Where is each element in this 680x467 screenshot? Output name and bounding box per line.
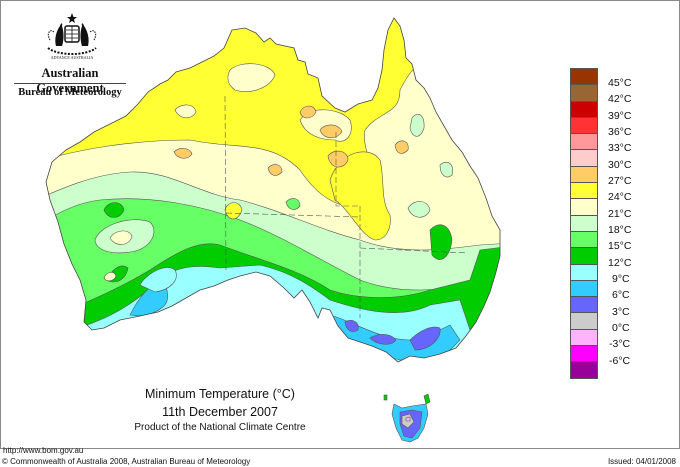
legend-label: 0°C [612, 322, 630, 334]
map-product: Product of the National Climate Centre [134, 422, 306, 433]
website-link[interactable]: http://www.bom.gov.au [3, 446, 84, 455]
legend-swatch [570, 149, 598, 166]
legend-swatch [570, 182, 598, 199]
legend-swatch [570, 345, 598, 362]
australia-temperature-map [45, 17, 501, 443]
temperature-legend [570, 68, 598, 379]
legend-label: 15°C [608, 240, 632, 252]
legend-label: 33°C [608, 142, 632, 154]
legend-swatch [570, 361, 598, 379]
legend-label: 24°C [608, 191, 632, 203]
divider [14, 83, 126, 84]
legend-swatch [570, 328, 598, 346]
map-title: Minimum Temperature (°C) [145, 387, 295, 401]
legend-label: 30°C [608, 159, 632, 171]
legend-swatch [570, 84, 598, 101]
legend-label: 27°C [608, 175, 632, 187]
map-date: 11th December 2007 [162, 405, 278, 419]
legend-label: 45°C [608, 77, 632, 89]
legend-swatch [570, 296, 598, 313]
legend-swatch [570, 247, 598, 264]
legend-swatch [570, 214, 598, 231]
svg-text:ADVANCE AUSTRALIA: ADVANCE AUSTRALIA [51, 55, 94, 60]
legend-swatch [570, 68, 598, 85]
legend-swatch [570, 116, 598, 134]
legend-label: 39°C [608, 110, 632, 122]
legend-swatch [570, 312, 598, 329]
legend-label: -6°C [609, 355, 631, 367]
legend-swatch [570, 230, 598, 248]
legend-swatch [570, 279, 598, 297]
legend-swatch [570, 165, 598, 183]
legend-label: 18°C [608, 224, 632, 236]
legend-swatch [570, 133, 598, 150]
legend-label: 6°C [612, 289, 630, 301]
agency-name: Bureau of Meteorology [18, 87, 122, 98]
coat-of-arms-icon: ADVANCE AUSTRALIA [47, 13, 97, 60]
government-name: Australian Government [36, 66, 104, 95]
legend-label: 36°C [608, 126, 632, 138]
australian-government-logo: ADVANCE AUSTRALIA Australian Government … [8, 8, 132, 98]
legend-swatch [570, 100, 598, 117]
legend-label: -3°C [609, 338, 631, 350]
legend-swatch [570, 198, 598, 215]
issued-date: Issued: 04/01/2008 [607, 457, 676, 466]
legend-label: 3°C [612, 306, 630, 318]
legend-label: 12°C [608, 257, 632, 269]
legend-swatch [570, 263, 598, 280]
legend-label: 21°C [608, 208, 632, 220]
legend-label: 42°C [608, 93, 632, 105]
legend-label: 9°C [612, 273, 630, 285]
tasmania [383, 393, 431, 443]
copyright-notice: © Commonwealth of Australia 2008, Austra… [2, 457, 251, 466]
